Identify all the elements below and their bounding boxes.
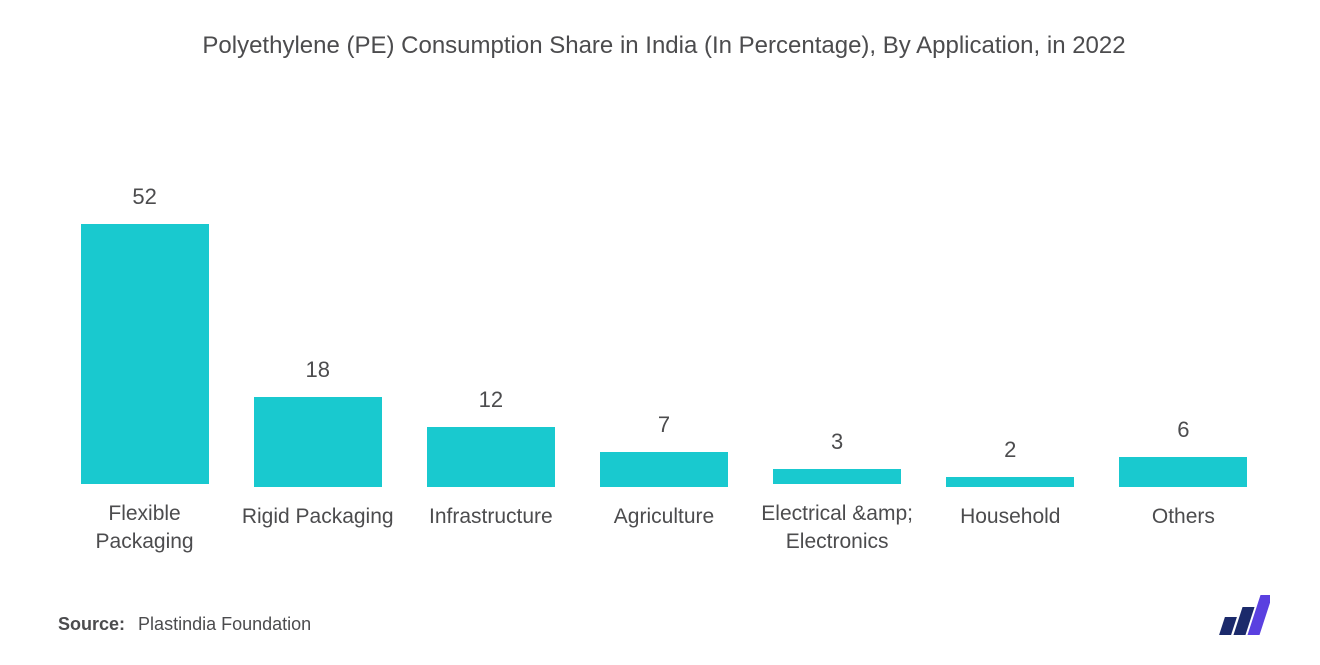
plot-area: 52 Flexible Packaging 18 Rigid Packaging 12 I… xyxy=(48,81,1280,555)
bar-group: 7 Agriculture xyxy=(577,161,750,555)
source-attribution: Source: Plastindia Foundation xyxy=(58,614,311,635)
bar-value-label: 2 xyxy=(1004,437,1016,463)
bar xyxy=(946,477,1074,487)
chart-title: Polyethylene (PE) Consumption Share in I… xyxy=(48,30,1280,61)
bar-group: 6 Others xyxy=(1097,161,1270,555)
bar xyxy=(427,427,555,487)
bar-value-label: 7 xyxy=(658,412,670,438)
bar-value-label: 3 xyxy=(831,429,843,455)
bar-category-label: Agriculture xyxy=(614,503,714,555)
source-label: Source: xyxy=(58,614,125,634)
bar-category-label: Rigid Packaging xyxy=(242,503,394,555)
bar xyxy=(254,397,382,487)
source-value: Plastindia Foundation xyxy=(138,614,311,634)
bar xyxy=(773,469,901,484)
bar-value-label: 18 xyxy=(305,357,329,383)
bar-category-label: Household xyxy=(960,503,1060,555)
bar-category-label: Infrastructure xyxy=(429,503,553,555)
bar-group: 12 Infrastructure xyxy=(404,161,577,555)
bar-group: 3 Electrical &amp; Electronics xyxy=(751,161,924,555)
bar-value-label: 12 xyxy=(479,387,503,413)
bar xyxy=(81,224,209,484)
bar-group: 2 Household xyxy=(924,161,1097,555)
bar-category-label: Flexible Packaging xyxy=(58,500,231,555)
bar xyxy=(1119,457,1247,487)
bar-category-label: Others xyxy=(1152,503,1215,555)
bar-category-label: Electrical &amp; Electronics xyxy=(751,500,924,555)
bar-group: 52 Flexible Packaging xyxy=(58,161,231,555)
chart-footer: Source: Plastindia Foundation xyxy=(48,595,1280,645)
bar-value-label: 52 xyxy=(132,184,156,210)
bar-group: 18 Rigid Packaging xyxy=(231,161,404,555)
bar-value-label: 6 xyxy=(1177,417,1189,443)
bar xyxy=(600,452,728,487)
bar-chart: Polyethylene (PE) Consumption Share in I… xyxy=(0,0,1320,665)
mordor-intelligence-logo-icon xyxy=(1216,595,1270,635)
